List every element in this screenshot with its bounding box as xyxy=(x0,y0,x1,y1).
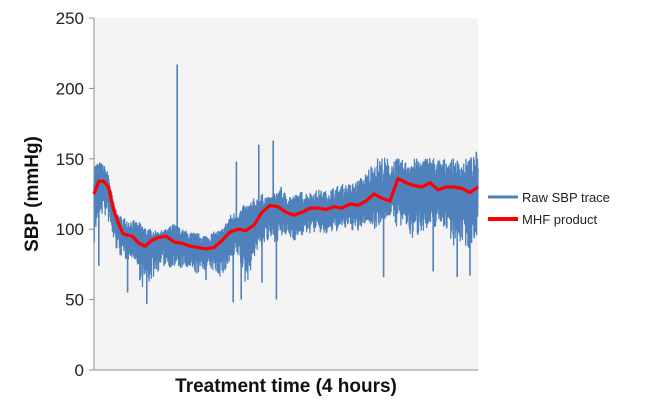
y-tick-label: 100 xyxy=(56,220,84,239)
y-tick-label: 200 xyxy=(56,79,84,98)
y-axis-title: SBP (mmHg) xyxy=(22,136,43,252)
y-tick-label: 150 xyxy=(56,150,84,169)
y-tick-label: 0 xyxy=(75,361,84,380)
y-tick-label: 250 xyxy=(56,9,84,28)
y-tick-label: 50 xyxy=(65,291,84,310)
x-axis-title: Treatment time (4 hours) xyxy=(175,376,397,397)
mhf-product-line xyxy=(92,176,479,251)
legend-mhf-label: MHF product xyxy=(522,212,598,227)
legend-raw-label: Raw SBP trace xyxy=(522,190,610,205)
raw-sbp-trace-line xyxy=(93,156,479,288)
